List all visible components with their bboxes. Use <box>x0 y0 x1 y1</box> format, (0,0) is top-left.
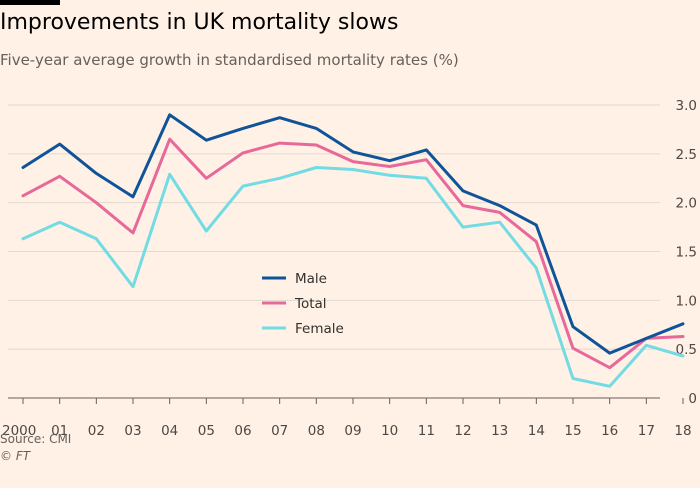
x-tick-label: 12 <box>454 423 471 439</box>
x-tick-label: 15 <box>564 423 581 439</box>
series-line-female <box>21 166 685 388</box>
legend-label-total: Total <box>294 296 327 312</box>
x-tick-label: 18 <box>674 423 691 439</box>
x-tick-label: 05 <box>198 423 215 439</box>
x-tick-label: 07 <box>271 423 288 439</box>
y-tick-label: 2.5 <box>676 147 697 163</box>
y-tick-label: 0 <box>688 391 697 407</box>
chart-title: Improvements in UK mortality slows <box>0 10 399 35</box>
x-tick-label: 17 <box>638 423 655 439</box>
series-line-male <box>21 113 685 355</box>
x-tick-label: 16 <box>601 423 618 439</box>
series-line-total <box>21 137 685 370</box>
x-tick-label: 10 <box>381 423 398 439</box>
x-tick-label: 02 <box>88 423 105 439</box>
y-tick-label: 1.0 <box>676 293 697 309</box>
source-note: Source: CMI <box>0 432 72 446</box>
legend: Male Total Female <box>262 271 344 337</box>
x-tick-label: 11 <box>418 423 435 439</box>
x-tick-label: 08 <box>308 423 325 439</box>
x-tick-label: 14 <box>528 423 545 439</box>
y-tick-label: 1.5 <box>676 245 697 261</box>
x-tick-label: 2000 <box>2 423 36 439</box>
x-tick-label: 13 <box>491 423 508 439</box>
gridlines <box>8 104 660 399</box>
ft-top-bar <box>0 0 60 5</box>
x-tick-label: 01 <box>51 423 68 439</box>
chart-subtitle: Five-year average growth in standardised… <box>0 51 459 69</box>
credit-note: © FT <box>0 449 31 463</box>
x-axis: 2000 01 02 03 04 05 06 07 08 09 10 11 12 13 14 15 16 17 18 <box>2 398 692 439</box>
legend-label-female: Female <box>295 321 344 337</box>
y-tick-label: 2.0 <box>676 196 697 212</box>
y-axis: 00.51.01.52.02.53.0 <box>676 98 697 407</box>
legend-label-male: Male <box>295 271 327 287</box>
x-tick-label: 09 <box>344 423 361 439</box>
x-tick-label: 03 <box>124 423 141 439</box>
x-tick-label: 04 <box>161 423 178 439</box>
series-lines <box>21 113 685 388</box>
y-tick-label: 3.0 <box>676 98 697 114</box>
x-tick-label: 06 <box>234 423 251 439</box>
